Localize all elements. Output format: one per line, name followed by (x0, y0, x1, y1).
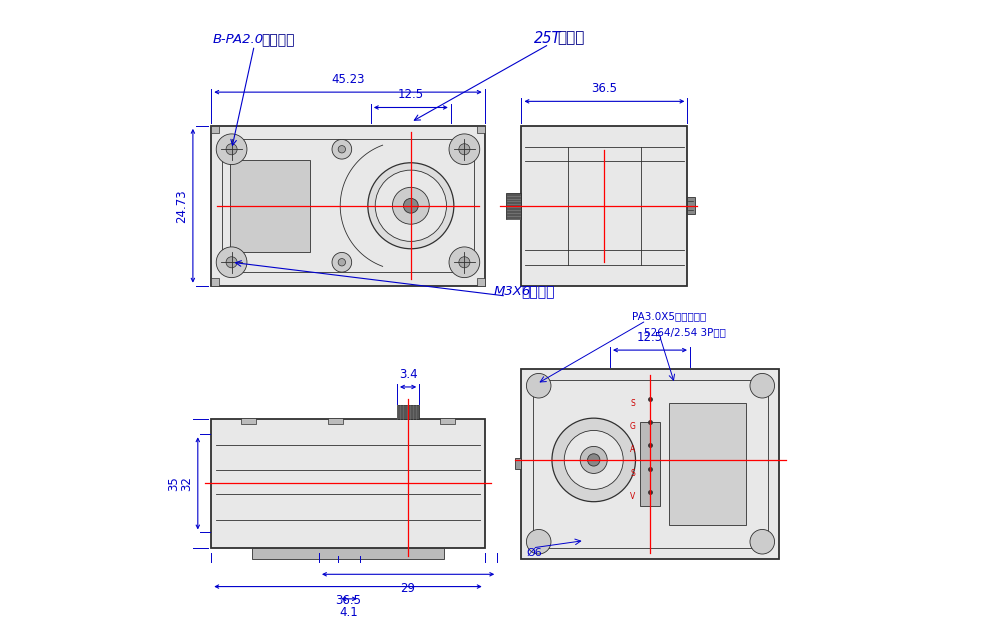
Bar (222, 140, 474, 272)
Bar (211, 278, 219, 286)
Text: M3X6: M3X6 (494, 285, 531, 298)
Text: 机牙螺丝: 机牙螺丝 (521, 285, 555, 299)
Circle shape (459, 256, 470, 268)
Bar (477, 278, 485, 286)
Circle shape (392, 188, 429, 224)
Circle shape (332, 140, 352, 159)
Bar (521, 126, 687, 286)
Bar (477, 126, 485, 134)
Text: G: G (630, 422, 636, 431)
Text: 29: 29 (401, 582, 416, 595)
Circle shape (216, 134, 247, 165)
Bar (397, 406, 419, 419)
Text: 35: 35 (168, 476, 181, 491)
Bar (241, 418, 256, 424)
Circle shape (552, 418, 635, 502)
Circle shape (338, 258, 346, 266)
Circle shape (449, 247, 480, 278)
Bar (252, 548, 444, 559)
Bar (211, 126, 219, 134)
Circle shape (216, 247, 247, 278)
Text: S: S (630, 399, 635, 407)
Text: 5264/2.54 3P插子: 5264/2.54 3P插子 (644, 327, 726, 337)
Circle shape (588, 454, 600, 466)
Text: PA3.0X5的自攻螺丝: PA3.0X5的自攻螺丝 (632, 311, 706, 321)
Text: B-PA2.0: B-PA2.0 (213, 34, 264, 47)
Bar (230, 160, 310, 252)
Text: 12.5: 12.5 (637, 331, 663, 344)
Text: 36.5: 36.5 (335, 594, 361, 607)
Bar (533, 379, 768, 548)
Bar (687, 197, 695, 214)
Circle shape (449, 134, 480, 165)
Text: 12.5: 12.5 (398, 88, 424, 101)
Bar (328, 418, 343, 424)
Circle shape (526, 530, 551, 554)
Bar (506, 193, 521, 219)
Text: S: S (630, 469, 635, 478)
Text: 36.5: 36.5 (591, 82, 617, 95)
Circle shape (403, 198, 418, 213)
Text: 3.4: 3.4 (399, 368, 417, 381)
Bar (515, 458, 521, 469)
Text: 4.1: 4.1 (340, 606, 359, 619)
Circle shape (375, 170, 446, 242)
Circle shape (526, 373, 551, 398)
Bar (669, 403, 746, 525)
Text: Ø6: Ø6 (526, 548, 542, 558)
Circle shape (564, 430, 623, 489)
Circle shape (459, 143, 470, 155)
Bar (211, 126, 485, 286)
Circle shape (226, 143, 237, 155)
Text: 24.73: 24.73 (175, 189, 188, 222)
Bar (440, 418, 455, 424)
Text: 45.23: 45.23 (331, 73, 365, 86)
Text: 输出齿: 输出齿 (557, 30, 584, 45)
Text: A: A (630, 445, 635, 454)
Bar (521, 368, 779, 559)
Bar (640, 422, 660, 505)
Bar (211, 419, 485, 548)
Circle shape (580, 446, 607, 473)
Text: V: V (630, 492, 635, 501)
Text: 32: 32 (180, 476, 193, 491)
Circle shape (368, 163, 454, 249)
Circle shape (338, 145, 346, 153)
Text: 25T: 25T (534, 30, 561, 45)
Circle shape (226, 256, 237, 268)
Text: 自攻螺丝: 自攻螺丝 (262, 33, 295, 47)
Circle shape (332, 253, 352, 272)
Bar (221, 419, 475, 430)
Circle shape (750, 530, 775, 554)
Circle shape (750, 373, 775, 398)
